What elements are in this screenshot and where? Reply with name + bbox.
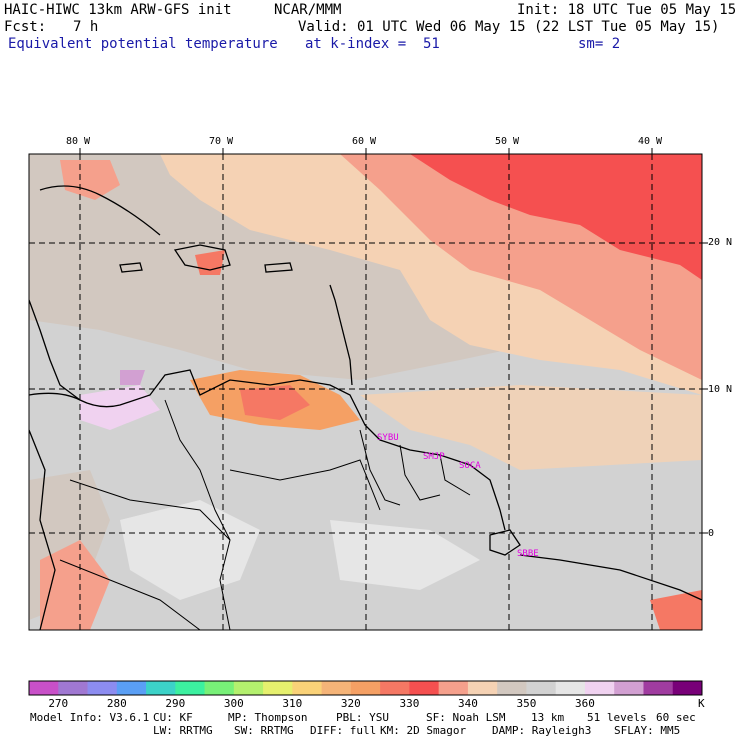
valid-time: Valid: 01 UTC Wed 06 May 15 (22 LST Tue …	[298, 19, 720, 35]
colorbar-label: 270	[48, 697, 68, 710]
colorbar-label: 300	[224, 697, 244, 710]
lat-label-0: 0	[708, 528, 715, 539]
colorbar-label: 360	[575, 697, 595, 710]
field-band-andes	[40, 540, 110, 630]
colorbar-swatch	[116, 681, 147, 695]
footer-sflay: SFLAY: MM5	[614, 724, 681, 737]
station-smjp: SMJP	[423, 452, 445, 462]
field-band-red-patch	[60, 160, 120, 200]
colorbar-swatch	[467, 681, 498, 695]
smoothing-info: sm= 2	[578, 36, 621, 52]
colorbar-swatch	[614, 681, 644, 695]
colorbar-swatch	[350, 681, 381, 695]
colorbar-swatch	[263, 681, 293, 695]
footer-diff: DIFF: full	[310, 724, 377, 737]
colorbar-swatch	[526, 681, 557, 695]
lon-label-70w: 70 W	[209, 136, 234, 147]
colorbar-label: 330	[399, 697, 419, 710]
footer-pbl: PBL: YSU	[336, 711, 389, 724]
fcst-label: Fcst:	[4, 19, 47, 35]
field-band-amazon-light	[120, 500, 260, 600]
lon-label-60w: 60 W	[352, 136, 377, 147]
footer-lw: LW: RRTMG	[153, 724, 213, 737]
colorbar-swatch	[672, 681, 703, 695]
coast-jamaica	[119, 262, 143, 273]
border-peru	[59, 559, 201, 630]
field-name: Equivalent potential temperature	[8, 36, 278, 52]
field-band-venezuela-core	[240, 385, 310, 420]
colorbar-swatch	[643, 681, 674, 695]
border-colombia-south	[69, 479, 231, 630]
field-band-se-red	[650, 590, 702, 630]
footer-res: 13 km	[531, 711, 565, 724]
coast-hispaniola	[173, 244, 231, 271]
colorbar-label: 340	[458, 697, 478, 710]
colorbar-swatch	[204, 681, 235, 695]
colorbar-swatch	[292, 681, 323, 695]
colorbar-swatch	[29, 681, 59, 695]
field-band-lavender2	[120, 370, 145, 385]
coast-amazon-mouth	[489, 529, 521, 556]
station-sybu: SYBU	[377, 433, 399, 443]
footer-levels: 51 levels	[587, 711, 647, 724]
colorbar-label: 350	[516, 697, 536, 710]
colorbar-swatch	[438, 681, 469, 695]
station-soca: SOCA	[459, 461, 481, 471]
colorbar-unit: K	[698, 697, 705, 710]
footer-sw: SW: RRTMG	[234, 724, 294, 737]
colorbar-swatch	[497, 681, 527, 695]
colorbar-label: 280	[107, 697, 127, 710]
lon-label-50w: 50 W	[495, 136, 520, 147]
colorbar-label: 290	[165, 697, 185, 710]
footer-sf: SF: Noah LSM	[426, 711, 506, 724]
colorbar-label: 310	[282, 697, 302, 710]
border-venezuela-brazil	[229, 459, 381, 511]
footer-model-info: Model Info: V3.6.1	[30, 711, 150, 724]
map-frame	[28, 153, 703, 631]
border-colombia-venezuela	[164, 399, 231, 541]
colorbar-swatch	[555, 681, 586, 695]
coast-puerto-rico	[264, 262, 293, 273]
border-french-guiana	[439, 454, 471, 496]
station-sbbe: SBBE	[517, 549, 539, 559]
field-band-lavender	[80, 385, 160, 430]
coast-central-america	[29, 299, 81, 401]
level-info: at k-index = 51	[305, 36, 440, 52]
colorbar-swatch	[233, 681, 264, 695]
border-suriname	[399, 444, 441, 501]
coast-south-america	[29, 369, 506, 531]
colorbar: 270 280 290 300 310 320 330 340 350 360 K	[28, 680, 705, 710]
footer-mp: MP: Thompson	[228, 711, 308, 724]
model-title: HAIC-HIWC 13km ARW-GFS init	[4, 2, 232, 18]
colorbar-swatch	[146, 681, 176, 695]
lon-label-80w: 80 W	[66, 136, 91, 147]
lat-label-20n: 20 N	[708, 237, 733, 248]
org-label: NCAR/MMM	[274, 2, 342, 18]
colorbar-swatch	[380, 681, 410, 695]
footer-timestep: 60 sec	[656, 711, 696, 724]
coast-lesser-antilles	[329, 284, 353, 386]
footer-damp: DAMP: Rayleigh3	[492, 724, 592, 737]
colorbar-swatch	[584, 681, 615, 695]
border-guyana	[359, 429, 401, 506]
fcst-value: 7 h	[73, 19, 99, 35]
coast-cuba	[39, 185, 161, 236]
field-band-amazon-light2	[330, 520, 480, 590]
colorbar-swatch	[321, 681, 352, 695]
colorbar-swatch	[87, 681, 118, 695]
field-band-peach-south	[360, 385, 702, 470]
lon-label-40w: 40 W	[638, 136, 663, 147]
footer-km: KM: 2D Smagor	[380, 724, 467, 737]
colorbar-swatch	[409, 681, 440, 695]
field-band-red	[410, 154, 702, 280]
colorbar-label: 320	[341, 697, 361, 710]
coast-pacific	[29, 429, 56, 630]
init-time: Init: 18 UTC Tue 05 May 15	[517, 2, 737, 18]
footer-cu: CU: KF	[153, 711, 193, 724]
lat-label-10n: 10 N	[708, 384, 733, 395]
colorbar-swatch	[175, 681, 206, 695]
colorbar-swatch	[58, 681, 89, 695]
coast-northeast-brazil	[519, 554, 702, 601]
